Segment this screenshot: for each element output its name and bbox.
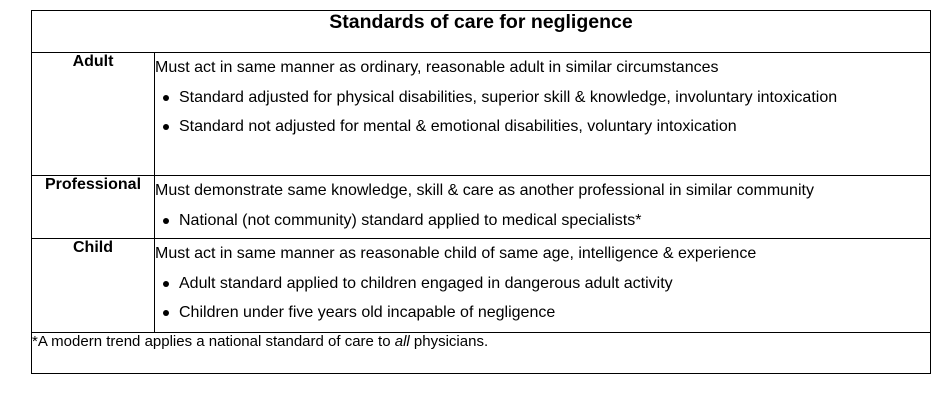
- row-content-adult: Must act in same manner as ordinary, rea…: [153, 52, 932, 176]
- footnote-text-end: physicians.: [409, 333, 489, 350]
- bullet-item: Standard adjusted for physical disabilit…: [162, 83, 930, 113]
- bullet-list: Adult standard applied to children engag…: [155, 269, 930, 328]
- row-content-child: Must act in same manner as reasonable ch…: [153, 238, 932, 333]
- row-label-child: Child: [31, 238, 155, 333]
- table-row-adult: Adult Must act in same manner as ordinar…: [31, 52, 932, 176]
- table-row-child: Child Must act in same manner as reasona…: [31, 238, 932, 333]
- footnote-text: *A modern trend applies a national stand…: [32, 333, 395, 350]
- bullet-list: Standard adjusted for physical disabilit…: [155, 83, 930, 142]
- row-main-text: Must act in same manner as reasonable ch…: [155, 245, 757, 262]
- footnote: *A modern trend applies a national stand…: [30, 332, 932, 374]
- table-title: Standards of care for negligence: [30, 10, 932, 53]
- bullet-item: Children under five years old incapable …: [162, 298, 930, 328]
- table-row-professional: Professional Must demonstrate same knowl…: [31, 175, 932, 239]
- bullet-item: National (not community) standard applie…: [162, 206, 930, 236]
- row-content-professional: Must demonstrate same knowledge, skill &…: [153, 175, 932, 239]
- bullet-list: National (not community) standard applie…: [155, 206, 930, 236]
- row-label-adult: Adult: [31, 52, 155, 176]
- row-main-text: Must demonstrate same knowledge, skill &…: [155, 182, 814, 199]
- row-label-professional: Professional: [31, 175, 155, 239]
- footnote-emphasis: all: [394, 333, 410, 350]
- standards-of-care-table: Standards of care for negligence Adult M…: [30, 10, 932, 374]
- bullet-item: Standard not adjusted for mental & emoti…: [162, 112, 930, 142]
- row-main-text: Must act in same manner as ordinary, rea…: [155, 59, 719, 76]
- bullet-item: Adult standard applied to children engag…: [162, 269, 930, 299]
